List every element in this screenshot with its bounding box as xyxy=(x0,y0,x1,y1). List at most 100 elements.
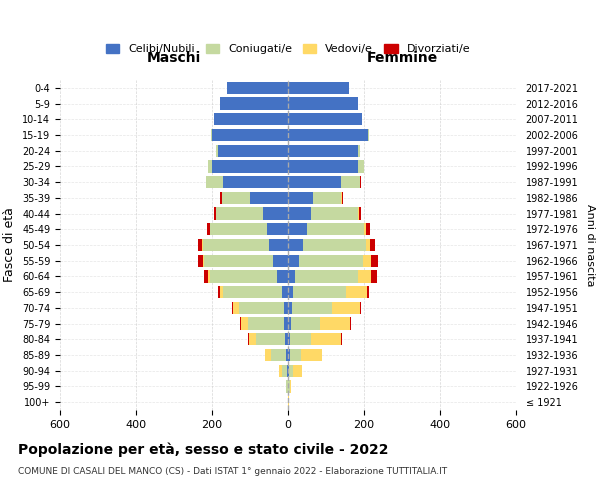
Bar xyxy=(288,223,364,235)
Bar xyxy=(288,380,292,392)
Bar xyxy=(288,208,358,220)
Bar xyxy=(214,113,288,126)
Bar xyxy=(218,144,288,157)
Bar xyxy=(248,333,288,345)
Bar xyxy=(288,302,292,314)
Bar xyxy=(288,160,364,172)
Bar xyxy=(288,98,358,110)
Bar xyxy=(220,98,288,110)
Bar xyxy=(287,364,288,377)
Text: Femmine: Femmine xyxy=(367,51,437,65)
Bar xyxy=(277,270,288,282)
Bar xyxy=(281,364,288,377)
Bar xyxy=(288,318,320,330)
Bar xyxy=(288,239,303,251)
Bar xyxy=(288,144,360,157)
Bar xyxy=(288,176,341,188)
Bar xyxy=(198,239,288,251)
Bar xyxy=(227,82,288,94)
Text: Maschi: Maschi xyxy=(147,51,201,65)
Bar xyxy=(208,270,288,282)
Bar xyxy=(288,176,360,188)
Bar xyxy=(288,192,313,204)
Bar xyxy=(208,160,288,172)
Bar xyxy=(288,129,368,141)
Bar xyxy=(288,254,299,267)
Bar xyxy=(256,333,288,345)
Bar xyxy=(212,160,288,172)
Bar xyxy=(240,318,288,330)
Bar xyxy=(248,318,288,330)
Bar xyxy=(288,254,371,267)
Bar xyxy=(288,192,343,204)
Bar xyxy=(288,113,362,126)
Bar xyxy=(211,129,288,141)
Bar xyxy=(206,176,288,188)
Bar xyxy=(288,192,341,204)
Bar xyxy=(208,160,288,172)
Bar xyxy=(288,223,366,235)
Bar xyxy=(288,364,302,377)
Bar xyxy=(288,144,358,157)
Bar xyxy=(273,254,288,267)
Bar xyxy=(227,82,288,94)
Bar xyxy=(288,302,360,314)
Bar xyxy=(271,349,288,361)
Bar xyxy=(220,98,288,110)
Bar xyxy=(288,113,362,126)
Bar xyxy=(206,176,288,188)
Bar xyxy=(288,98,358,110)
Bar xyxy=(288,333,290,345)
Bar xyxy=(288,82,349,94)
Bar xyxy=(223,176,288,188)
Bar xyxy=(221,192,288,204)
Bar xyxy=(288,208,361,220)
Bar xyxy=(203,254,288,267)
Bar xyxy=(220,98,288,110)
Bar xyxy=(221,192,288,204)
Bar xyxy=(288,144,360,157)
Bar xyxy=(288,254,363,267)
Bar xyxy=(288,160,364,172)
Bar xyxy=(265,349,288,361)
Bar xyxy=(278,364,288,377)
Y-axis label: Fasce di età: Fasce di età xyxy=(4,208,16,282)
Bar xyxy=(214,113,288,126)
Bar xyxy=(288,113,362,126)
Bar xyxy=(288,318,350,330)
Bar xyxy=(288,286,346,298)
Bar xyxy=(288,82,349,94)
Bar xyxy=(220,286,288,298)
Bar xyxy=(288,239,370,251)
Bar xyxy=(269,239,288,251)
Bar xyxy=(288,176,361,188)
Bar xyxy=(210,223,288,235)
Bar xyxy=(288,318,291,330)
Bar xyxy=(216,144,288,157)
Bar xyxy=(288,302,332,314)
Bar xyxy=(288,129,368,141)
Bar xyxy=(286,380,288,392)
Bar xyxy=(227,82,288,94)
Bar xyxy=(227,82,288,94)
Bar xyxy=(288,113,362,126)
Bar xyxy=(288,208,311,220)
Bar xyxy=(220,98,288,110)
Bar xyxy=(288,349,322,361)
Text: COMUNE DI CASALI DEL MANCO (CS) - Dati ISTAT 1° gennaio 2022 - Elaborazione TUTT: COMUNE DI CASALI DEL MANCO (CS) - Dati I… xyxy=(18,468,447,476)
Bar xyxy=(283,286,288,298)
Bar xyxy=(267,223,288,235)
Bar xyxy=(211,129,288,141)
Bar xyxy=(205,254,288,267)
Bar xyxy=(210,270,288,282)
Bar xyxy=(203,239,288,251)
Bar xyxy=(288,349,290,361)
Bar xyxy=(216,144,288,157)
Bar xyxy=(288,286,293,298)
Bar xyxy=(208,160,288,172)
Bar xyxy=(216,208,288,220)
Bar xyxy=(288,129,368,141)
Bar xyxy=(288,98,358,110)
Bar xyxy=(288,129,368,141)
Bar xyxy=(250,192,288,204)
